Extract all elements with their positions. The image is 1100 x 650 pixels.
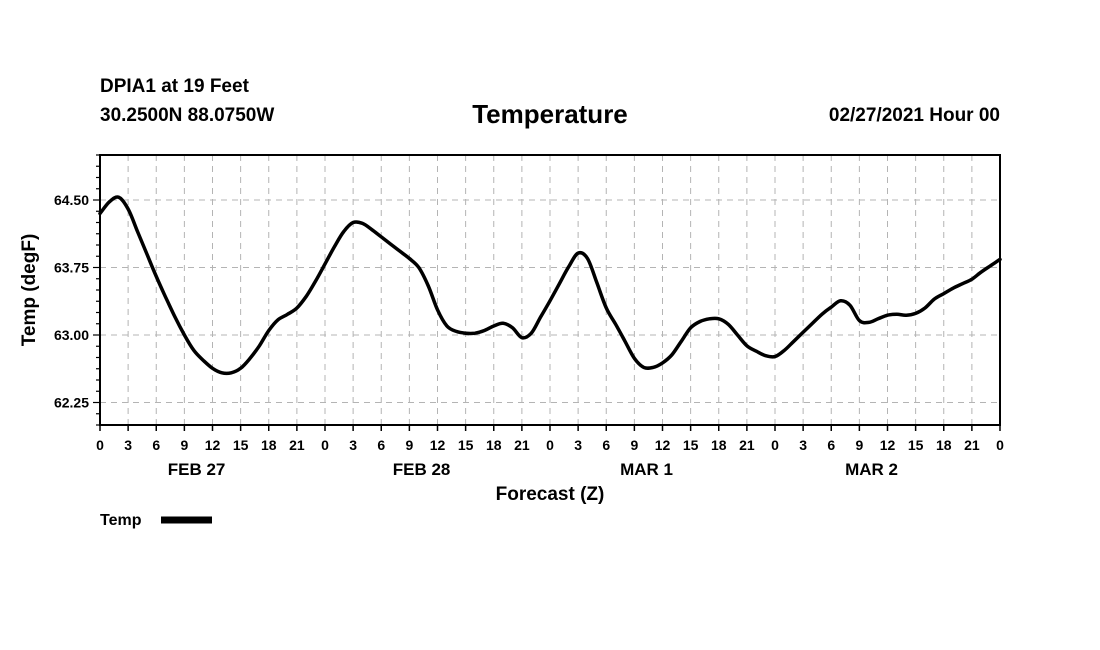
- day-label: FEB 28: [393, 460, 451, 479]
- x-tick-label: 15: [683, 437, 699, 453]
- x-tick-label: 0: [321, 437, 329, 453]
- y-tick-label: 64.50: [54, 192, 89, 208]
- chart-title: Temperature: [472, 99, 628, 129]
- x-axis: 0 3 6 9 12 15 18 21 0 3 6 9 12 15 18 21 0 3 6 9 12 15 18 21 0 3 6 9…: [96, 425, 1004, 453]
- x-tick-label: 18: [711, 437, 727, 453]
- x-tick-label: 15: [458, 437, 474, 453]
- x-tick-label: 15: [908, 437, 924, 453]
- x-tick-label: 0: [771, 437, 779, 453]
- x-tick-label: 9: [855, 437, 863, 453]
- x-tick-label: 21: [964, 437, 980, 453]
- x-axis-title: Forecast (Z): [496, 484, 605, 505]
- y-tick-label: 63.75: [54, 260, 89, 276]
- day-label: MAR 2: [845, 460, 898, 479]
- y-axis: 62.25 63.00 63.75 64.50: [54, 154, 100, 426]
- x-tick-label: 21: [289, 437, 305, 453]
- x-tick-label: 12: [880, 437, 896, 453]
- day-label: FEB 27: [168, 460, 226, 479]
- y-tick-label: 63.00: [54, 327, 89, 343]
- x-tick-label: 12: [655, 437, 671, 453]
- legend-label: Temp: [100, 512, 142, 529]
- x-tick-label: 18: [936, 437, 952, 453]
- x-tick-label: 0: [996, 437, 1004, 453]
- x-tick-label: 21: [514, 437, 530, 453]
- x-tick-label: 6: [377, 437, 385, 453]
- coordinates-label: 30.2500N 88.0750W: [100, 105, 275, 126]
- station-label: DPIA1 at 19 Feet: [100, 76, 249, 97]
- x-tick-label: 12: [205, 437, 221, 453]
- x-tick-label: 3: [574, 437, 582, 453]
- day-labels: FEB 27 FEB 28 MAR 1 MAR 2: [168, 460, 898, 479]
- x-tick-label: 3: [349, 437, 357, 453]
- x-tick-label: 0: [96, 437, 104, 453]
- x-tick-label: 3: [124, 437, 132, 453]
- forecast-timestamp: 02/27/2021 Hour 00: [828, 105, 1000, 126]
- x-tick-label: 9: [630, 437, 638, 453]
- x-tick-label: 6: [602, 437, 610, 453]
- x-tick-label: 18: [486, 437, 502, 453]
- day-label: MAR 1: [620, 460, 673, 479]
- x-tick-label: 15: [233, 437, 249, 453]
- x-tick-label: 0: [546, 437, 554, 453]
- x-tick-label: 21: [739, 437, 755, 453]
- x-tick-label: 12: [430, 437, 446, 453]
- grid-lines: [100, 155, 1000, 425]
- x-tick-label: 6: [827, 437, 835, 453]
- x-tick-label: 9: [405, 437, 413, 453]
- x-tick-label: 3: [799, 437, 807, 453]
- temp-series-line: [98, 195, 1002, 376]
- x-tick-label: 6: [152, 437, 160, 453]
- y-axis-title: Temp (degF): [19, 234, 40, 347]
- x-tick-label: 9: [180, 437, 188, 453]
- x-tick-label: 18: [261, 437, 277, 453]
- y-tick-label: 62.25: [54, 395, 89, 411]
